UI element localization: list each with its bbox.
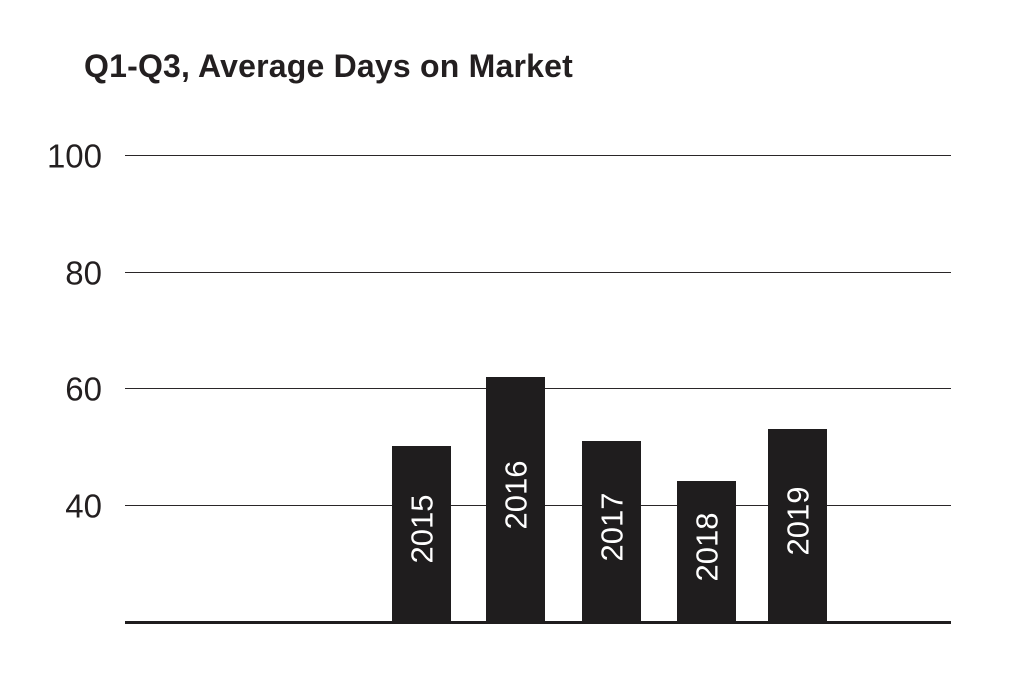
y-tick-label-40: 40: [65, 487, 102, 525]
bar-2018: 2018: [677, 481, 736, 624]
bar-label-2016: 2016: [498, 460, 533, 529]
y-tick-label-80: 80: [65, 254, 102, 292]
bar-2019: 2019: [768, 429, 827, 624]
bar-label-2019: 2019: [780, 486, 815, 555]
gridline-100: [125, 155, 951, 156]
bar-2017: 2017: [582, 441, 641, 624]
chart-title: Q1-Q3, Average Days on Market: [84, 48, 573, 84]
bar-2016: 2016: [486, 377, 545, 624]
bar-label-2018: 2018: [689, 512, 724, 581]
y-tick-label-60: 60: [65, 370, 102, 408]
y-tick-label-100: 100: [46, 137, 102, 175]
x-axis-line: [125, 621, 951, 624]
bar-label-2015: 2015: [404, 494, 439, 564]
bar-label-2017: 2017: [594, 492, 629, 561]
gridline-80: [125, 272, 951, 273]
bar-2015: 2015: [392, 446, 451, 624]
